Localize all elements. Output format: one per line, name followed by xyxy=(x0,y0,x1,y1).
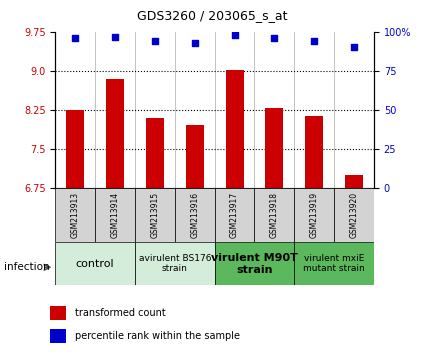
Text: avirulent BS176
strain: avirulent BS176 strain xyxy=(139,254,211,273)
Text: GSM213913: GSM213913 xyxy=(71,192,79,238)
Bar xyxy=(215,188,255,242)
Bar xyxy=(334,188,374,242)
Point xyxy=(231,32,238,38)
Bar xyxy=(95,188,135,242)
Bar xyxy=(345,175,363,188)
Text: GSM213920: GSM213920 xyxy=(350,192,359,238)
Text: GSM213915: GSM213915 xyxy=(150,192,159,238)
Bar xyxy=(226,70,244,188)
Text: infection: infection xyxy=(4,262,50,272)
Text: transformed count: transformed count xyxy=(75,308,166,318)
Point xyxy=(72,35,79,41)
Bar xyxy=(266,108,283,188)
Text: GDS3260 / 203065_s_at: GDS3260 / 203065_s_at xyxy=(137,9,288,22)
Bar xyxy=(255,188,294,242)
Text: GSM213918: GSM213918 xyxy=(270,192,279,238)
Bar xyxy=(50,330,66,343)
Text: virulent M90T
strain: virulent M90T strain xyxy=(211,253,298,275)
Point xyxy=(112,34,119,39)
Bar xyxy=(305,116,323,188)
Bar xyxy=(135,188,175,242)
Point xyxy=(311,38,317,44)
Bar xyxy=(66,110,84,188)
Text: control: control xyxy=(76,259,114,269)
Bar xyxy=(55,188,95,242)
Text: GSM213917: GSM213917 xyxy=(230,192,239,238)
Point xyxy=(271,35,278,41)
Point xyxy=(351,45,357,50)
Text: virulent mxiE
mutant strain: virulent mxiE mutant strain xyxy=(303,254,365,273)
Bar xyxy=(175,188,215,242)
Text: GSM213914: GSM213914 xyxy=(110,192,119,238)
Bar xyxy=(50,307,66,320)
Point xyxy=(151,38,158,44)
Text: percentile rank within the sample: percentile rank within the sample xyxy=(75,331,240,341)
Bar xyxy=(215,242,294,285)
Point xyxy=(191,40,198,46)
Bar xyxy=(55,242,135,285)
Bar xyxy=(135,242,215,285)
Bar xyxy=(294,188,334,242)
Text: GSM213919: GSM213919 xyxy=(310,192,319,238)
Bar xyxy=(146,118,164,188)
Text: GSM213916: GSM213916 xyxy=(190,192,199,238)
Bar xyxy=(106,79,124,188)
Bar xyxy=(186,125,204,188)
Bar xyxy=(294,242,374,285)
